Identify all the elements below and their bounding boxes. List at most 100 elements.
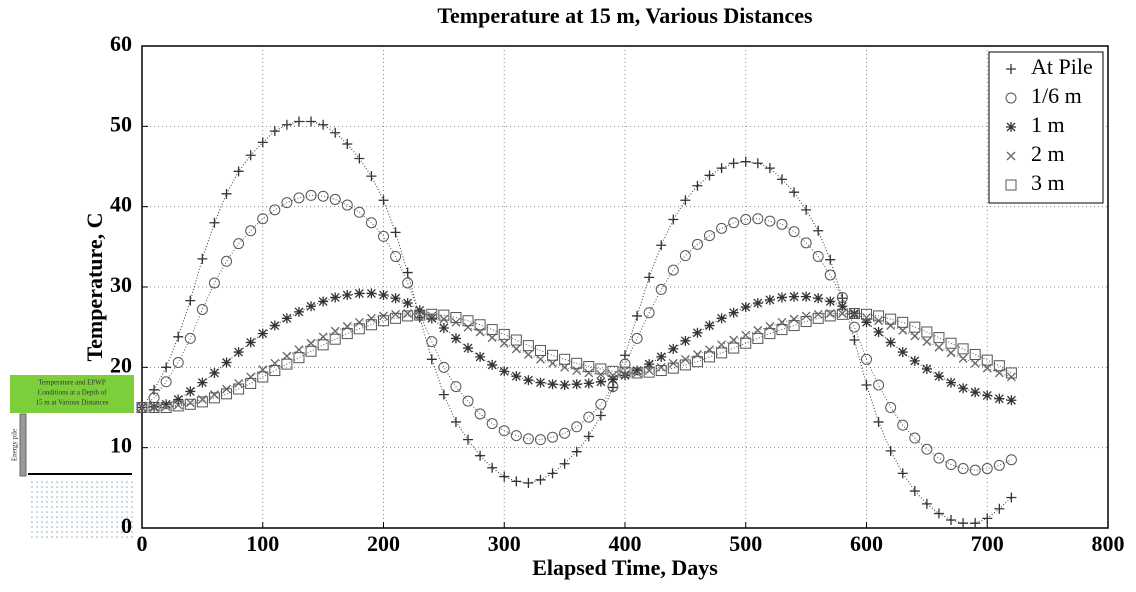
marker bbox=[801, 204, 812, 215]
marker bbox=[427, 311, 437, 321]
marker bbox=[813, 225, 824, 236]
marker bbox=[450, 416, 461, 427]
marker bbox=[789, 187, 800, 198]
marker bbox=[910, 331, 920, 341]
marker bbox=[402, 267, 413, 278]
marker bbox=[848, 308, 860, 320]
marker bbox=[583, 378, 594, 389]
marker bbox=[849, 335, 860, 346]
marker bbox=[873, 310, 885, 322]
marker bbox=[668, 214, 679, 225]
marker bbox=[788, 320, 800, 332]
marker bbox=[487, 359, 498, 370]
marker bbox=[534, 434, 546, 446]
marker bbox=[704, 230, 716, 242]
marker bbox=[559, 380, 570, 391]
marker bbox=[644, 359, 655, 370]
inset-caption: 15 m at Various Distances bbox=[36, 399, 109, 407]
marker bbox=[776, 174, 787, 185]
marker bbox=[584, 368, 594, 378]
marker bbox=[342, 290, 353, 301]
marker bbox=[788, 226, 800, 238]
marker bbox=[945, 337, 957, 349]
marker bbox=[631, 332, 643, 344]
marker bbox=[994, 393, 1005, 404]
marker bbox=[994, 503, 1005, 514]
x-tick-label: 100 bbox=[246, 531, 279, 556]
marker bbox=[536, 354, 545, 364]
marker bbox=[378, 315, 389, 327]
y-tick-label: 50 bbox=[110, 111, 132, 136]
marker bbox=[475, 351, 486, 362]
marker bbox=[776, 218, 788, 230]
legend: At Pile 1/6 m 1 m 2 m 3 m bbox=[988, 51, 1104, 204]
marker bbox=[861, 308, 872, 320]
marker bbox=[716, 222, 728, 234]
marker bbox=[281, 197, 293, 209]
marker bbox=[378, 230, 389, 242]
marker bbox=[523, 478, 534, 489]
legend-label: 1 m bbox=[1031, 112, 1065, 137]
marker bbox=[608, 370, 618, 380]
marker bbox=[1005, 454, 1017, 466]
marker bbox=[402, 277, 414, 289]
marker bbox=[993, 459, 1005, 471]
marker bbox=[136, 402, 148, 413]
marker bbox=[764, 328, 776, 340]
marker bbox=[909, 355, 920, 366]
marker bbox=[330, 292, 341, 303]
marker bbox=[728, 217, 740, 229]
y-tick-label: 10 bbox=[110, 433, 132, 458]
marker bbox=[559, 458, 570, 469]
marker bbox=[511, 371, 522, 382]
marker bbox=[922, 337, 932, 347]
marker bbox=[620, 350, 630, 361]
marker bbox=[547, 431, 559, 443]
marker bbox=[510, 430, 522, 442]
marker bbox=[233, 383, 245, 395]
marker bbox=[462, 315, 474, 327]
marker bbox=[813, 293, 824, 304]
marker bbox=[499, 471, 510, 482]
marker bbox=[390, 227, 401, 238]
marker bbox=[221, 188, 232, 199]
marker bbox=[305, 345, 317, 357]
marker bbox=[801, 311, 811, 321]
marker bbox=[909, 432, 921, 444]
marker bbox=[305, 189, 317, 201]
marker bbox=[486, 324, 498, 336]
marker bbox=[257, 328, 268, 339]
marker bbox=[511, 476, 522, 487]
marker bbox=[861, 380, 872, 391]
y-axis-label: Temperature, C bbox=[82, 212, 107, 361]
marker bbox=[366, 313, 376, 323]
marker bbox=[522, 340, 534, 352]
inset-banner bbox=[10, 375, 134, 413]
y-tick-label: 0 bbox=[121, 513, 132, 538]
marker bbox=[897, 316, 909, 328]
marker bbox=[487, 462, 498, 473]
marker bbox=[353, 323, 365, 335]
marker bbox=[655, 283, 667, 295]
marker bbox=[486, 418, 498, 430]
marker bbox=[173, 331, 184, 342]
marker bbox=[450, 333, 461, 344]
marker bbox=[196, 303, 208, 315]
marker bbox=[438, 389, 449, 400]
marker bbox=[933, 371, 944, 382]
marker bbox=[269, 320, 280, 331]
marker bbox=[680, 354, 690, 364]
marker bbox=[921, 363, 932, 374]
marker bbox=[824, 310, 836, 322]
marker bbox=[184, 332, 196, 344]
marker bbox=[812, 312, 824, 324]
marker bbox=[728, 158, 739, 169]
marker bbox=[414, 309, 426, 321]
marker bbox=[293, 306, 304, 317]
marker bbox=[474, 319, 486, 331]
marker bbox=[897, 468, 908, 479]
y-tick-label: 30 bbox=[110, 272, 132, 297]
marker bbox=[764, 215, 776, 227]
marker bbox=[1005, 92, 1017, 104]
